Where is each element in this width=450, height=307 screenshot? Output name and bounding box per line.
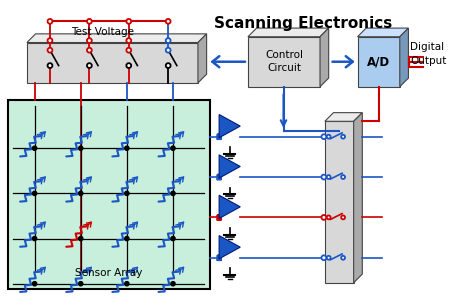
Text: Test Voltage: Test Voltage <box>72 27 135 37</box>
Circle shape <box>32 236 37 241</box>
Circle shape <box>79 236 83 241</box>
Circle shape <box>171 236 175 241</box>
Circle shape <box>327 135 331 138</box>
Circle shape <box>87 19 92 24</box>
Circle shape <box>341 175 345 179</box>
Polygon shape <box>325 121 354 283</box>
Text: Sensor Array: Sensor Array <box>75 268 142 278</box>
Polygon shape <box>198 34 207 83</box>
Circle shape <box>166 48 171 52</box>
Text: Scanning Electronics: Scanning Electronics <box>214 16 392 31</box>
Bar <box>8 100 210 290</box>
Circle shape <box>126 19 131 24</box>
Polygon shape <box>27 42 198 83</box>
Circle shape <box>48 63 52 68</box>
Polygon shape <box>219 155 240 178</box>
Circle shape <box>79 282 83 286</box>
Circle shape <box>166 19 171 24</box>
Polygon shape <box>248 28 328 37</box>
Text: Digital
Output: Digital Output <box>410 42 447 66</box>
Circle shape <box>327 175 331 179</box>
Circle shape <box>125 146 129 150</box>
Circle shape <box>79 146 83 150</box>
Circle shape <box>48 48 52 52</box>
Text: A/D: A/D <box>367 55 390 68</box>
Polygon shape <box>400 28 409 87</box>
Circle shape <box>48 38 52 43</box>
Polygon shape <box>357 37 400 87</box>
Circle shape <box>171 282 175 286</box>
Circle shape <box>32 191 37 196</box>
Circle shape <box>321 175 326 180</box>
Circle shape <box>327 256 331 260</box>
Circle shape <box>79 191 83 196</box>
Text: Control
Circuit: Control Circuit <box>265 50 303 73</box>
Circle shape <box>321 134 326 139</box>
Polygon shape <box>219 195 240 219</box>
Polygon shape <box>325 113 362 121</box>
Circle shape <box>327 216 331 219</box>
Circle shape <box>125 236 129 241</box>
Circle shape <box>166 63 171 68</box>
Circle shape <box>321 255 326 260</box>
Circle shape <box>125 191 129 196</box>
Polygon shape <box>354 113 362 283</box>
Circle shape <box>32 146 37 150</box>
Circle shape <box>126 63 131 68</box>
Polygon shape <box>248 37 320 87</box>
Circle shape <box>341 135 345 138</box>
Circle shape <box>87 63 92 68</box>
Circle shape <box>32 282 37 286</box>
Polygon shape <box>320 28 328 87</box>
Circle shape <box>341 256 345 260</box>
Circle shape <box>48 19 52 24</box>
Circle shape <box>87 38 92 43</box>
Circle shape <box>321 215 326 220</box>
Polygon shape <box>219 235 240 259</box>
Circle shape <box>87 48 92 52</box>
Polygon shape <box>219 115 240 138</box>
Circle shape <box>171 146 175 150</box>
Circle shape <box>171 191 175 196</box>
Circle shape <box>126 38 131 43</box>
Circle shape <box>126 48 131 52</box>
Circle shape <box>341 216 345 219</box>
Polygon shape <box>357 28 409 37</box>
Circle shape <box>166 38 171 43</box>
Circle shape <box>125 282 129 286</box>
Polygon shape <box>27 34 207 42</box>
